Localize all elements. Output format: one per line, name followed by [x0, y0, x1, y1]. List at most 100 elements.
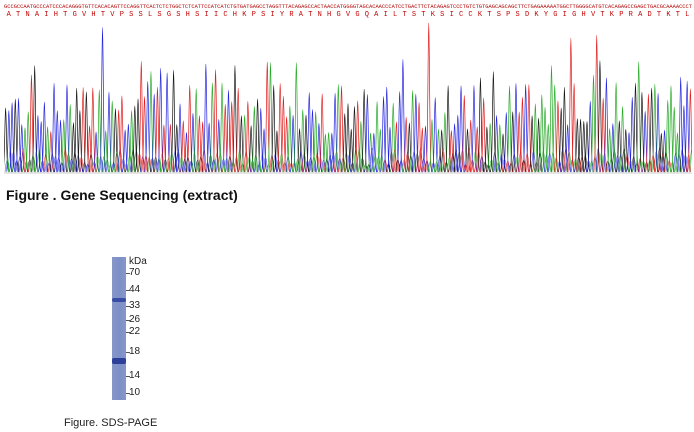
amino-acid-letter: C [468, 11, 472, 19]
trace-minor-peak-a [295, 159, 301, 173]
amino-acid-letter: C [223, 11, 227, 19]
trace-peak-a [506, 85, 513, 173]
amino-acid-letter: R [629, 11, 634, 19]
trace-peak-c [305, 92, 313, 173]
trace-peak-c [422, 125, 429, 173]
trace-peak-c [99, 27, 106, 173]
trace-peak-t [234, 87, 242, 173]
amino-acid-letter: P [120, 11, 124, 19]
marker-26: 26 [129, 314, 141, 325]
trace-minor-peak-t [440, 148, 446, 173]
trace-peak-c [383, 86, 391, 173]
trace-peak-c [603, 77, 610, 173]
trace-peak-g [444, 85, 452, 173]
sds-page-caption: Figure. SDS-PAGE [64, 417, 158, 429]
marker-18: 18 [129, 346, 141, 357]
amino-acid-letter: V [346, 11, 351, 19]
amino-acid-letter: K [610, 11, 615, 19]
trace-minor-peak-c [531, 150, 536, 173]
amino-acid-letter: Q [365, 11, 369, 19]
amino-acid-letter: T [657, 11, 661, 19]
dna-sequence: GCCGCCAATGCCCATCCCACAGGGTGTTCACACAGTTCCA… [4, 4, 692, 10]
trace-peak-c [50, 82, 58, 173]
marker-22: 22 [129, 326, 141, 337]
trace-peak-c [399, 59, 407, 173]
trace-peak-c [92, 131, 100, 173]
trace-minor-peak-c [634, 163, 640, 173]
amino-acid-letter: S [176, 11, 180, 19]
amino-acid-letter: H [91, 11, 95, 19]
amino-acid-letter: A [638, 11, 643, 19]
trace-peak-t [212, 69, 219, 173]
marker-10: 10 [129, 387, 141, 398]
amino-acid-letter: G [167, 11, 171, 19]
sequencing-caption: Figure . Gene Sequencing (extract) [6, 187, 238, 203]
trace-peak-t [138, 61, 145, 173]
trace-peak-a [674, 132, 681, 173]
trace-peak-a [635, 61, 642, 173]
trace-peak-t [47, 131, 55, 173]
trace-peak-a [532, 103, 539, 173]
trace-peak-t [461, 95, 468, 173]
amino-acid-letter: K [534, 11, 539, 19]
trace-peak-t [199, 121, 206, 173]
amino-acid-letter: I [44, 11, 48, 19]
marker-44: 44 [129, 284, 141, 295]
amino-acid-letter: C [459, 11, 463, 19]
marker-tick [126, 393, 130, 394]
trace-peak-t [160, 124, 168, 173]
trace-peak-t [167, 123, 174, 173]
marker-tick [126, 306, 130, 307]
amino-acid-letter: K [242, 11, 247, 19]
amino-acid-letter: I [384, 11, 388, 19]
amino-acid-letter: S [497, 11, 501, 19]
amino-acid-letter: I [450, 11, 454, 19]
amino-acid-letter: H [233, 11, 237, 19]
amino-acid-letter: S [129, 11, 133, 19]
trace-peak-c [364, 93, 371, 173]
kda-unit-label: kDa [129, 256, 147, 267]
trace-peak-g [170, 69, 177, 173]
protein-band-lower [112, 358, 126, 364]
trace-minor-peak-a [237, 149, 242, 173]
amino-acid-letter: V [591, 11, 596, 19]
amino-acid-letter: T [600, 11, 604, 19]
trace-peak-t [89, 87, 97, 173]
amino-acid-letter: L [393, 11, 397, 19]
trace-peak-c [183, 132, 190, 173]
marker-70: 70 [129, 267, 141, 278]
trace-peak-t [567, 37, 575, 173]
trace-peak-c [328, 132, 336, 173]
trace-peak-c [41, 101, 48, 173]
amino-acid-letter: P [252, 11, 256, 19]
trace-peak-t [473, 126, 481, 173]
chromatogram: GCCGCCAATGCCCATCCCACAGGGTGTTCACACAGTTCCA… [4, 2, 692, 178]
amino-acid-letter: I [271, 11, 275, 19]
trace-peak-g [561, 87, 568, 173]
amino-acid-letter: T [421, 11, 425, 19]
amino-acid-letter: S [139, 11, 143, 19]
trace-peak-t [480, 97, 487, 173]
amino-acid-letter: S [157, 11, 161, 19]
amino-acid-letter: H [582, 11, 586, 19]
trace-peak-t [687, 88, 692, 173]
trace-peak-t [186, 84, 193, 173]
amino-acid-letter: V [82, 11, 87, 19]
amino-acid-letter: P [506, 11, 510, 19]
trace-peak-a [373, 101, 381, 173]
amino-acid-letter: N [25, 11, 29, 19]
trace-peak-c [431, 97, 439, 173]
trace-peak-g [344, 103, 352, 173]
trace-peak-a [670, 106, 678, 173]
trace-peak-t [244, 100, 252, 173]
trace-minor-peak-a [608, 158, 614, 173]
amino-acid-letter: V [110, 11, 115, 19]
trace-peak-g [596, 60, 604, 173]
trace-peak-c [260, 128, 268, 173]
trace-peak-t [86, 125, 93, 173]
marker-tick [126, 320, 130, 321]
amino-acid-letter: S [516, 11, 520, 19]
amino-acid-letter: I [563, 11, 567, 19]
trace-peaks [4, 22, 692, 173]
